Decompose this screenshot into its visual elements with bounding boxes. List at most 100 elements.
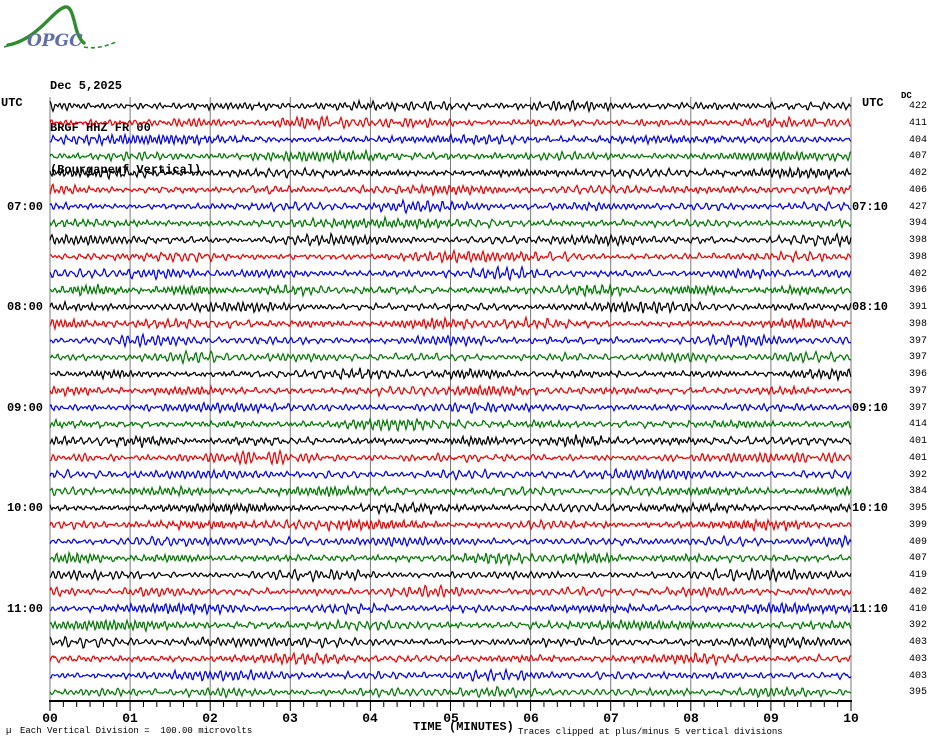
x-tick-label-07: 07 [603,711,619,726]
dc-value-09:40: 392 [908,470,927,481]
trace-06:10 [49,114,852,132]
dc-value-08:20: 397 [908,336,927,347]
dc-value-11:00: 410 [908,604,927,615]
dc-value-11:20: 403 [908,637,927,648]
dc-value-06:10: 411 [908,118,927,129]
stray-mu-glyph: µ [6,726,12,736]
dc-value-09:30: 401 [908,453,927,464]
trace-06:20 [49,132,852,148]
dc-value-10:10: 399 [908,520,927,531]
trace-10:50 [49,583,852,599]
dc-value-08:50: 397 [908,386,927,397]
right-hour-label-09:10: 09:10 [852,401,889,415]
trace-11:00 [49,601,852,617]
trace-09:30 [49,448,852,467]
trace-10:20 [49,534,852,549]
station-code: BRGF HHZ FR 00 [50,121,151,135]
x-tick-label-02: 02 [202,711,218,726]
trace-10:30 [49,550,852,567]
dc-value-10:00: 395 [908,503,927,514]
trace-07:40 [49,264,852,282]
left-hour-label-07:00: 07:00 [6,200,43,214]
dc-value-06:30: 407 [908,151,927,162]
dc-value-09:50: 384 [908,486,927,497]
trace-09:00 [49,401,852,415]
trace-09:50 [49,484,852,498]
trace-08:10 [49,315,852,332]
dc-value-06:40: 402 [908,168,927,179]
trace-11:30 [49,651,852,668]
trace-08:30 [49,348,852,366]
x-tick-label-06: 06 [523,711,539,726]
trace-07:50 [49,282,852,299]
clip-note: Traces clipped at plus/minus 5 vertical … [518,727,783,737]
dc-value-09:10: 414 [908,419,927,430]
date-label: Dec 5,2025 [50,79,123,93]
dc-value-06:20: 404 [908,135,927,146]
dc-value-08:30: 397 [908,352,927,363]
left-hour-label-08:00: 08:00 [6,300,43,314]
dc-value-09:20: 401 [908,436,927,447]
trace-11:40 [49,667,852,683]
trace-07:00 [49,198,852,215]
trace-08:50 [49,383,852,399]
right-hour-label-11:10: 11:10 [852,602,889,616]
dc-value-10:20: 409 [908,537,927,548]
x-tick-label-01: 01 [122,711,138,726]
trace-06:00 [49,98,852,114]
dc-value-10:50: 402 [908,587,927,598]
x-tick-label-09: 09 [763,711,779,726]
dc-value-09:00: 397 [908,403,927,414]
trace-11:10 [49,618,852,634]
trace-06:50 [49,182,852,198]
x-tick-label-04: 04 [362,711,378,726]
trace-06:30 [49,148,852,164]
trace-09:10 [49,416,852,433]
dc-column-label: DC [901,91,912,101]
utc-left-label: UTC [1,96,23,110]
dc-value-10:30: 407 [908,553,927,564]
dc-value-06:00: 422 [908,101,927,112]
x-tick-label-00: 00 [42,711,58,726]
right-hour-label-10:10: 10:10 [852,501,889,515]
left-hour-label-09:00: 09:00 [6,401,43,415]
trace-10:00 [49,500,852,516]
trace-11:50 [49,685,852,699]
right-hour-label-08:10: 08:10 [852,300,889,314]
trace-10:10 [49,517,852,533]
left-hour-label-11:00: 11:00 [6,602,43,616]
dc-value-11:40: 403 [908,671,927,682]
x-axis-title: TIME (MINUTES) [413,720,514,734]
dc-value-07:10: 394 [908,218,927,229]
dc-value-10:40: 419 [908,570,927,581]
logo-text: OPGC [27,31,83,51]
x-tick-label-03: 03 [282,711,298,726]
dc-value-11:50: 395 [908,687,927,698]
dc-value-07:40: 402 [908,269,927,280]
x-tick-label-05: 05 [443,711,459,726]
trace-08:00 [49,299,852,315]
dc-value-07:20: 398 [908,235,927,246]
dc-value-08:10: 398 [908,319,927,330]
dc-value-11:10: 392 [908,620,927,631]
trace-08:20 [49,332,852,349]
dc-value-07:00: 427 [908,202,927,213]
trace-07:10 [49,214,852,231]
trace-09:40 [49,467,852,482]
trace-06:40 [49,165,852,181]
dc-value-07:50: 396 [908,285,927,296]
trace-07:30 [49,248,852,265]
dc-value-08:00: 391 [908,302,927,313]
trace-11:20 [49,635,852,650]
dc-value-08:40: 396 [908,369,927,380]
right-hour-label-07:10: 07:10 [852,200,889,214]
x-tick-label-10: 10 [843,711,859,726]
dc-value-07:30: 398 [908,252,927,263]
logo-swoosh [6,5,86,47]
scale-note: Each Vertical Division = 100.00 microvol… [20,726,253,736]
trace-08:40 [49,367,852,383]
trace-10:40 [49,566,852,584]
